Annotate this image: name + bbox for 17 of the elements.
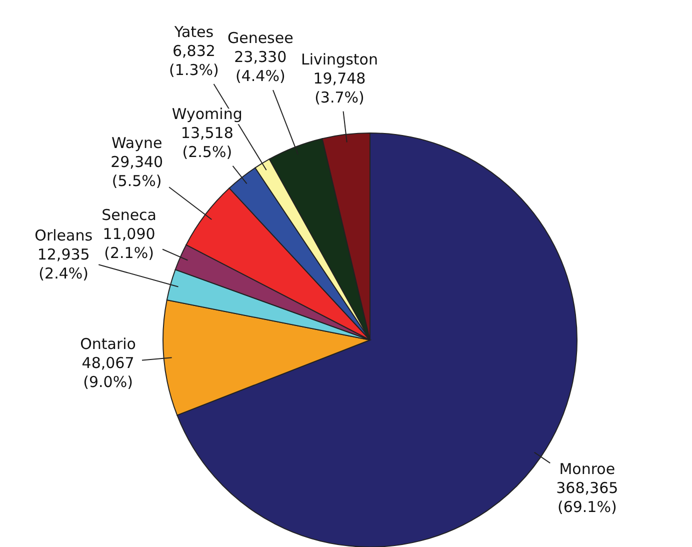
- slice-label: Orleans: [34, 226, 93, 244]
- slice-label: Genesee: [227, 29, 294, 48]
- data-label: 6,832 (1.3%): [169, 42, 219, 79]
- data-label: 48,067 (9.0%): [82, 354, 134, 391]
- slice-label: Wayne: [112, 134, 162, 152]
- slice-label: Monroe: [559, 460, 616, 478]
- data-label: 12,935 (2.4%): [37, 245, 90, 282]
- data-label: 11,090 (2.1%): [102, 225, 156, 262]
- data-label: 23,330 (4.4%): [234, 48, 287, 86]
- slice-label: Seneca: [102, 206, 157, 224]
- data-label: 368,365 (69.1%): [556, 478, 618, 516]
- data-label: 13,518 (2.5%): [180, 124, 234, 161]
- slice-label: Yates: [173, 22, 214, 41]
- slice-label: Ontario: [80, 334, 136, 353]
- data-label: 19,748 (3.7%): [313, 69, 366, 106]
- slice-label: Livingston: [300, 50, 378, 68]
- data-label: 29,340 (5.5%): [110, 153, 164, 190]
